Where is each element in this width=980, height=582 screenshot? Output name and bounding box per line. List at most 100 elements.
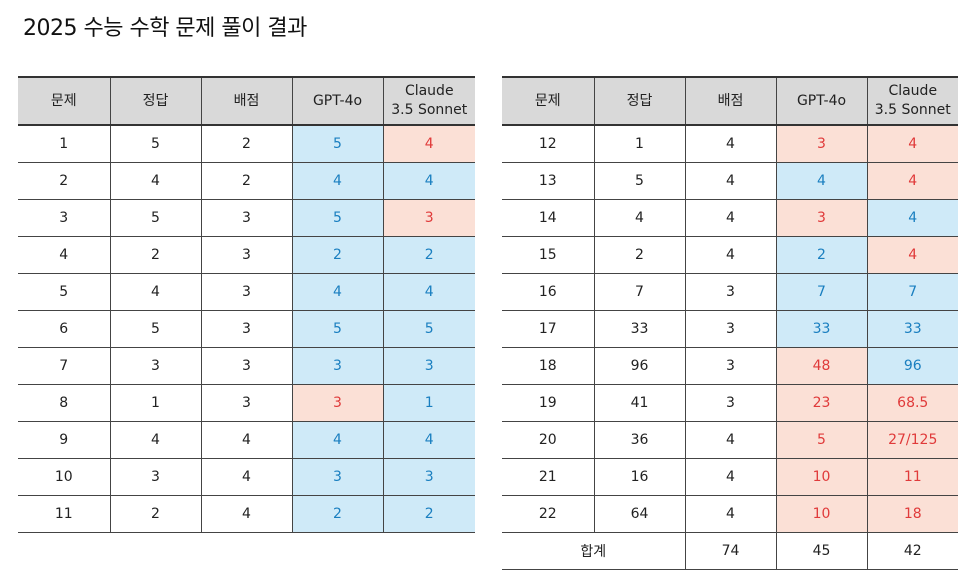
total-points: 74 [684, 532, 777, 570]
cell-problem: 13 [502, 162, 595, 200]
table-row: 17 33 3 33 33 [502, 310, 958, 348]
cell-points: 2 [200, 162, 293, 200]
cell-claude: 4 [382, 162, 475, 200]
cell-claude: 1 [382, 384, 475, 422]
table-row: 11 2 4 2 2 [18, 495, 475, 533]
cell-claude: 4 [866, 124, 958, 163]
table-row: 13 5 4 4 4 [502, 162, 958, 200]
header-points: 배점 [684, 76, 777, 126]
cell-gpt: 7 [775, 273, 868, 311]
cell-answer: 5 [593, 162, 686, 200]
header-points: 배점 [200, 76, 293, 126]
cell-problem: 21 [502, 458, 595, 496]
cell-answer: 1 [109, 384, 202, 422]
cell-gpt: 2 [291, 236, 384, 274]
cell-points: 3 [684, 310, 777, 348]
total-gpt: 45 [775, 532, 868, 570]
cell-gpt: 33 [775, 310, 868, 348]
cell-answer: 2 [593, 236, 686, 274]
table-row: 18 96 3 48 96 [502, 347, 958, 385]
cell-answer: 3 [109, 458, 202, 496]
cell-answer: 3 [109, 347, 202, 385]
cell-problem: 17 [502, 310, 595, 348]
header-claude-line1: Claude [888, 83, 938, 100]
cell-gpt: 5 [775, 421, 868, 459]
table-row: 16 7 3 7 7 [502, 273, 958, 311]
cell-points: 4 [684, 421, 777, 459]
cell-answer: 36 [593, 421, 686, 459]
cell-points: 3 [200, 273, 293, 311]
cell-points: 4 [200, 495, 293, 533]
total-row: 합계 74 45 42 [502, 532, 958, 570]
header-answer: 정답 [109, 76, 202, 126]
cell-points: 3 [684, 347, 777, 385]
header-problem: 문제 [18, 76, 111, 126]
results-table-right: 문제 정답 배점 GPT-4o Claude 3.5 Sonnet 12 1 4 3 4 1… [502, 76, 958, 570]
header-answer: 정답 [593, 76, 686, 126]
header-gpt: GPT-4o [775, 76, 868, 126]
cell-points: 3 [200, 236, 293, 274]
table-row: 21 16 4 10 11 [502, 458, 958, 496]
cell-points: 3 [200, 347, 293, 385]
cell-answer: 16 [593, 458, 686, 496]
cell-problem: 3 [18, 199, 111, 237]
cell-gpt: 3 [291, 347, 384, 385]
cell-points: 4 [684, 495, 777, 533]
cell-points: 4 [684, 162, 777, 200]
cell-problem: 15 [502, 236, 595, 274]
cell-problem: 5 [18, 273, 111, 311]
cell-problem: 10 [18, 458, 111, 496]
cell-points: 4 [200, 458, 293, 496]
cell-claude: 96 [866, 347, 958, 385]
cell-claude: 3 [382, 199, 475, 237]
header-claude-line2: 3.5 Sonnet [874, 102, 951, 118]
total-claude: 42 [866, 532, 958, 570]
cell-claude: 4 [866, 236, 958, 274]
cell-claude: 4 [382, 273, 475, 311]
table-header-row: 문제 정답 배점 GPT-4o Claude 3.5 Sonnet [502, 76, 958, 126]
table-row: 12 1 4 3 4 [502, 124, 958, 163]
cell-gpt: 5 [291, 124, 384, 163]
table-row: 14 4 4 3 4 [502, 199, 958, 237]
cell-answer: 1 [593, 124, 686, 163]
table-row: 10 3 4 3 3 [18, 458, 475, 496]
table-row: 19 41 3 23 68.5 [502, 384, 958, 422]
cell-gpt: 4 [775, 162, 868, 200]
cell-problem: 9 [18, 421, 111, 459]
cell-gpt: 4 [291, 421, 384, 459]
cell-problem: 19 [502, 384, 595, 422]
cell-problem: 20 [502, 421, 595, 459]
cell-answer: 2 [109, 495, 202, 533]
cell-claude: 2 [382, 495, 475, 533]
cell-points: 3 [684, 273, 777, 311]
cell-answer: 5 [109, 310, 202, 348]
cell-claude: 11 [866, 458, 958, 496]
cell-gpt: 2 [775, 236, 868, 274]
cell-answer: 4 [109, 421, 202, 459]
cell-answer: 96 [593, 347, 686, 385]
cell-answer: 5 [109, 124, 202, 163]
header-claude-line2: 3.5 Sonnet [391, 102, 468, 118]
cell-points: 3 [200, 310, 293, 348]
cell-claude: 18 [866, 495, 958, 533]
cell-gpt: 10 [775, 495, 868, 533]
cell-points: 2 [200, 124, 293, 163]
cell-gpt: 4 [291, 273, 384, 311]
cell-problem: 6 [18, 310, 111, 348]
cell-problem: 22 [502, 495, 595, 533]
cell-problem: 16 [502, 273, 595, 311]
cell-gpt: 48 [775, 347, 868, 385]
header-claude-line1: Claude [404, 83, 454, 100]
table-row: 20 36 4 5 27/125 [502, 421, 958, 459]
cell-gpt: 10 [775, 458, 868, 496]
cell-gpt: 3 [291, 384, 384, 422]
cell-problem: 18 [502, 347, 595, 385]
cell-claude: 7 [866, 273, 958, 311]
